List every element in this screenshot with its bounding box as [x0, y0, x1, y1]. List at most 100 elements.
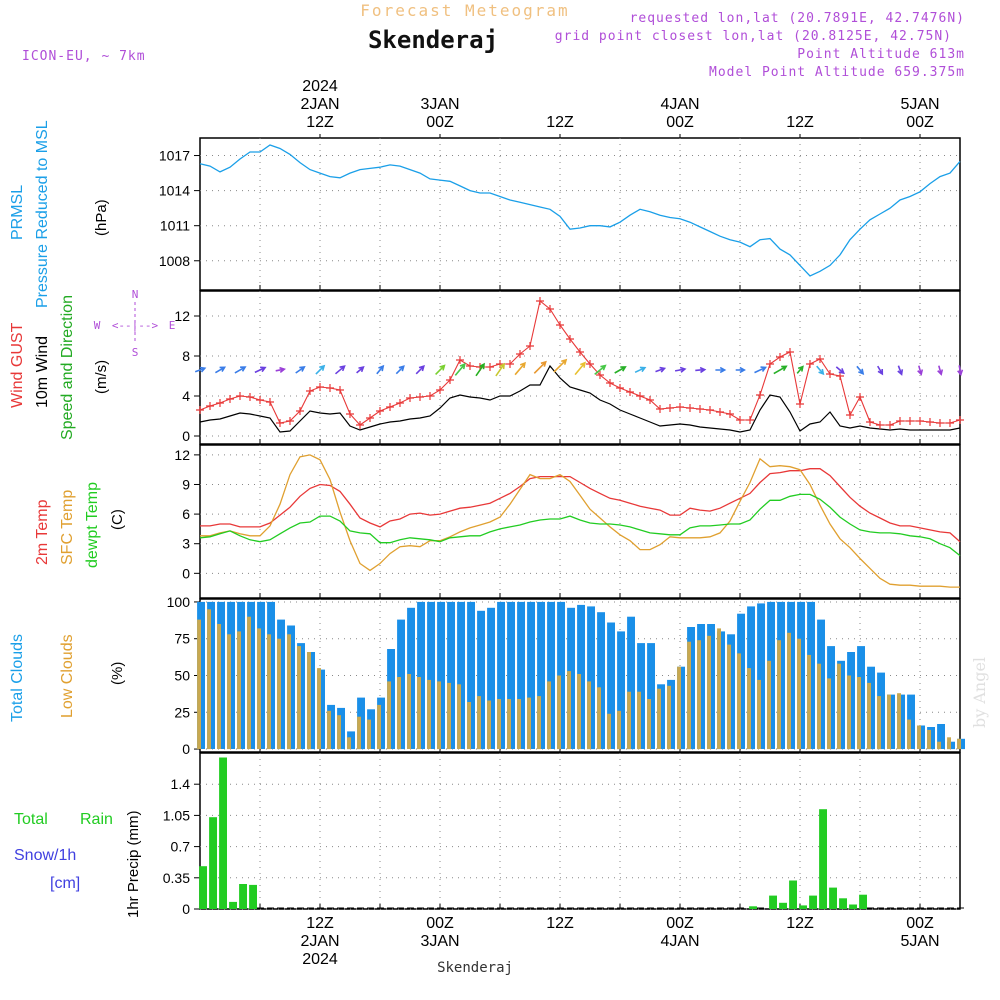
temperature-panel: 0 3 6 9 12	[174, 444, 961, 599]
pressure-ytick-label: 1014	[159, 183, 190, 199]
wind-arrow	[194, 366, 207, 373]
low-cloud-bar	[817, 663, 821, 749]
total-cloud-bar	[427, 601, 435, 749]
low-cloud-bar	[397, 677, 401, 750]
gust-marker	[816, 355, 824, 363]
low-cloud-bar	[447, 682, 451, 750]
low-cloud-bar	[347, 737, 351, 750]
total-cloud-bar	[887, 694, 895, 749]
low-cloud-bar	[507, 699, 511, 749]
total-cloud-bar	[377, 697, 385, 750]
low-cloud-bar	[207, 609, 211, 750]
gust-marker	[506, 360, 514, 368]
total-cloud-bar	[687, 627, 695, 750]
gust-marker	[886, 421, 894, 429]
low-cloud-bar	[547, 681, 551, 750]
total-cloud-bar	[907, 694, 915, 749]
wind-arrow	[655, 366, 667, 373]
total-cloud-bar	[497, 601, 505, 749]
low-cloud-bar	[487, 700, 491, 749]
low-cloud-bar	[887, 694, 891, 749]
wind-arrow	[533, 360, 547, 374]
wind-ytick-label: 12	[174, 308, 190, 324]
total-cloud-bar	[507, 601, 515, 749]
gust-marker	[696, 405, 704, 413]
total-cloud-bar	[877, 672, 885, 750]
gust-marker	[276, 419, 284, 427]
total-cloud-bar	[437, 601, 445, 749]
total-cloud-bar	[227, 601, 235, 749]
bottom-time-label: 00Z	[426, 915, 454, 932]
total-cloud-bar	[797, 601, 805, 749]
requested-coords: requested lon,lat (20.7891E, 42.7476N)	[630, 11, 965, 26]
wind-arrow	[796, 365, 804, 374]
low-cloud-bar	[787, 632, 791, 749]
clouds-ytick-label: 75	[174, 631, 190, 647]
precip-bar	[839, 898, 847, 909]
total-cloud-bar	[367, 709, 375, 749]
low-cloud-bar	[857, 677, 861, 750]
top-time-label: 5JAN	[900, 96, 939, 113]
compass-east: E	[169, 319, 176, 332]
wind-arrow	[877, 365, 884, 376]
total-cloud-bar	[357, 697, 365, 750]
gust-marker	[626, 388, 634, 396]
low-cloud-bar	[837, 663, 841, 749]
total-cloud-bar	[627, 616, 635, 750]
total-cloud-bar	[657, 684, 665, 749]
precip-ytick-label: 0.7	[171, 839, 191, 855]
pressure-line	[199, 144, 961, 277]
wind-arrow	[214, 366, 227, 374]
gust-marker	[556, 321, 564, 329]
low-cloud-bar	[937, 741, 941, 750]
total-cloud-bar	[787, 601, 795, 749]
pressure-ytick-label: 1011	[160, 218, 190, 234]
bottom-time-label: 00Z	[666, 915, 694, 932]
precip-bar	[829, 887, 837, 909]
bottom-time-label: 3JAN	[420, 933, 459, 950]
gust-marker	[426, 392, 434, 400]
precip-total-label: Total	[14, 811, 48, 828]
total-cloud-bar	[617, 631, 625, 750]
wind-arrow	[495, 362, 506, 377]
wind-arrow	[937, 365, 944, 376]
wind-arrow	[315, 364, 326, 375]
dew-label: dewpt Temp	[84, 482, 101, 568]
total-cloud-bar	[307, 652, 315, 750]
pressure-frame	[199, 137, 961, 291]
gust-marker	[946, 419, 954, 427]
product-title: Forecast Meteogram	[360, 1, 569, 20]
total-cloud-bar	[557, 601, 565, 749]
gust-marker	[306, 387, 314, 395]
gust-marker	[516, 350, 524, 358]
low-cloud-bar	[267, 634, 271, 750]
wind-arrow	[674, 366, 687, 373]
compass-arrows: <--|-->	[112, 319, 159, 332]
total-cloud-bar	[837, 660, 845, 750]
wind-arrow	[897, 365, 904, 376]
bottom-time-label: 2024	[302, 951, 338, 968]
total-cloud-bar	[397, 619, 405, 750]
gust-marker	[296, 407, 304, 415]
total-cloud-bar	[247, 601, 255, 749]
bottom-time-label: 12Z	[306, 915, 334, 932]
total-cloud-bar	[957, 738, 965, 750]
total-cloud-bar	[477, 610, 485, 750]
gust-marker	[706, 406, 714, 414]
top-time-label: 2JAN	[300, 96, 339, 113]
wind-arrow	[356, 366, 365, 374]
low-cloud-bar	[427, 679, 431, 749]
precip-bar	[239, 884, 247, 909]
clouds-panel: 0 25 50 75 100	[167, 594, 961, 757]
gust-marker	[846, 411, 854, 419]
low-cloud-bar	[737, 653, 741, 749]
top-time-label: 00Z	[426, 114, 454, 131]
low-cloud-bar	[567, 671, 571, 750]
low-cloud-bar	[697, 640, 701, 750]
wind-ytick-label: 0	[182, 428, 190, 444]
dewpoint-line	[199, 493, 961, 557]
location-title: Skenderaj	[368, 26, 498, 54]
gust-marker	[266, 398, 274, 406]
gust-marker	[836, 372, 844, 380]
wind-arrow	[553, 358, 568, 373]
